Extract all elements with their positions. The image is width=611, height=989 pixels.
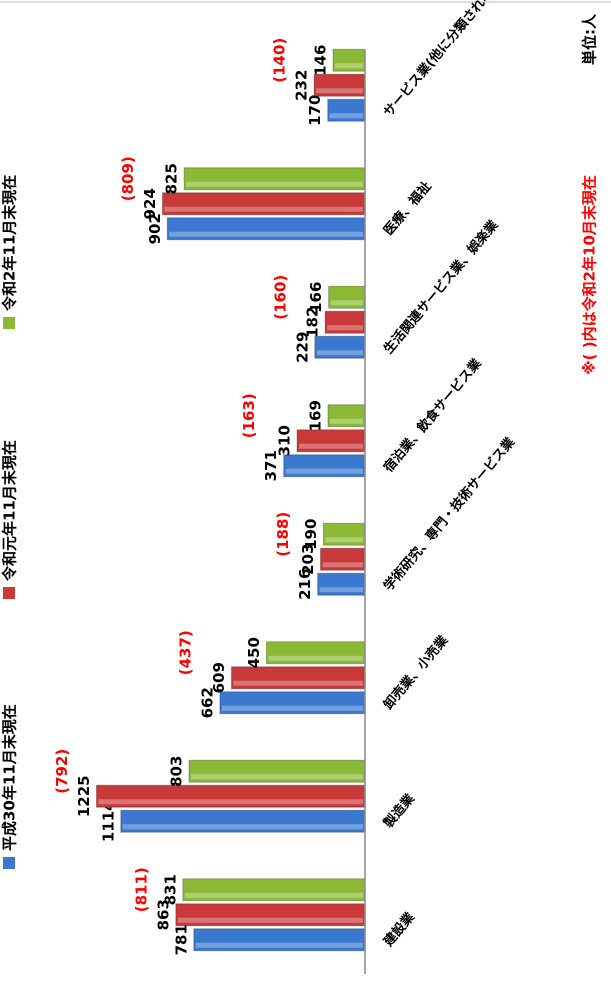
value-label: 169: [306, 400, 324, 431]
bar-highlight: [122, 824, 364, 830]
value-label: 781: [172, 924, 190, 955]
bar-highlight: [330, 300, 364, 306]
legend-label: 平成30年11月末現在: [1, 704, 19, 851]
unit-note: 単位:人: [581, 13, 599, 65]
value-label: 182: [304, 307, 322, 338]
reference-label: (437): [176, 630, 194, 675]
reference-label: (188): [274, 512, 292, 557]
bar-highlight: [285, 468, 363, 474]
value-label: 924: [141, 188, 159, 219]
value-label: 146: [311, 45, 329, 76]
x-tick-label: 宿泊業、飲食サービス業: [380, 355, 485, 476]
bar-highlight: [299, 443, 363, 449]
value-label: 170: [306, 95, 324, 126]
value-label: 216: [296, 569, 314, 600]
value-label: 863: [154, 899, 172, 930]
value-label: 310: [276, 425, 294, 456]
bar-highlight: [186, 181, 363, 187]
value-label: 203: [299, 544, 317, 575]
footnote: ※( )内は令和2年10月末現在: [581, 175, 599, 375]
reference-label: (160): [271, 275, 289, 320]
bar-highlight: [329, 418, 364, 424]
x-tick-label: サービス業(他に分類されないもの): [380, 0, 525, 120]
value-label: 902: [146, 213, 164, 244]
value-label: 229: [293, 332, 311, 363]
legend-label: 令和2年11月末現在: [1, 175, 19, 311]
reference-label: (809): [119, 156, 137, 201]
reference-label: (811): [132, 867, 150, 912]
bar-highlight: [169, 231, 363, 237]
bar-highlight: [190, 774, 363, 780]
value-label: 371: [262, 450, 280, 481]
bar-highlight: [221, 705, 363, 711]
x-tick-label: 建設業: [380, 909, 418, 950]
value-label: 450: [245, 637, 263, 668]
legend-swatch: [3, 857, 15, 869]
x-tick-label: 卸売業、小売業: [380, 632, 451, 713]
legend-label: 令和元年11月末現在: [1, 440, 19, 581]
reference-label: (140): [271, 38, 289, 83]
legend-swatch: [3, 317, 15, 329]
value-label: 232: [293, 70, 311, 101]
bar-highlight: [177, 917, 363, 923]
legend-swatch: [3, 587, 15, 599]
bar-highlight: [233, 680, 363, 686]
bar-highlight: [316, 88, 363, 94]
reference-label: (163): [240, 393, 258, 438]
value-label: 190: [302, 519, 320, 550]
bar-highlight: [319, 587, 363, 593]
x-tick-label: 製造業: [380, 790, 419, 832]
bar-highlight: [184, 892, 363, 898]
reference-label: (792): [53, 749, 71, 794]
bar-highlight: [334, 63, 364, 69]
plot: 単位:人 ※( )内は令和2年10月末現在 平成30年11月末現在 令和元年11月…: [1, 0, 599, 974]
bar-highlight: [268, 655, 364, 661]
bar-highlight: [195, 942, 363, 948]
x-tick-label: 医療、福祉: [380, 178, 434, 238]
value-label: 803: [167, 756, 185, 787]
bar-highlight: [98, 799, 363, 805]
x-tick-label: 生活関連サービス業、娯楽業: [380, 217, 502, 358]
bar-highlight: [327, 325, 364, 331]
value-label: 1114: [99, 800, 117, 842]
value-label: 1225: [75, 775, 93, 817]
bar-highlight: [325, 537, 364, 543]
bar-highlight: [329, 113, 364, 119]
bar-highlight: [164, 206, 363, 212]
bar-highlight: [316, 350, 363, 356]
value-label: 831: [161, 874, 179, 905]
value-label: 166: [307, 282, 325, 313]
value-label: 825: [163, 163, 181, 194]
value-label: 662: [198, 687, 216, 718]
bar-highlight: [322, 562, 363, 568]
value-label: 609: [210, 662, 228, 693]
